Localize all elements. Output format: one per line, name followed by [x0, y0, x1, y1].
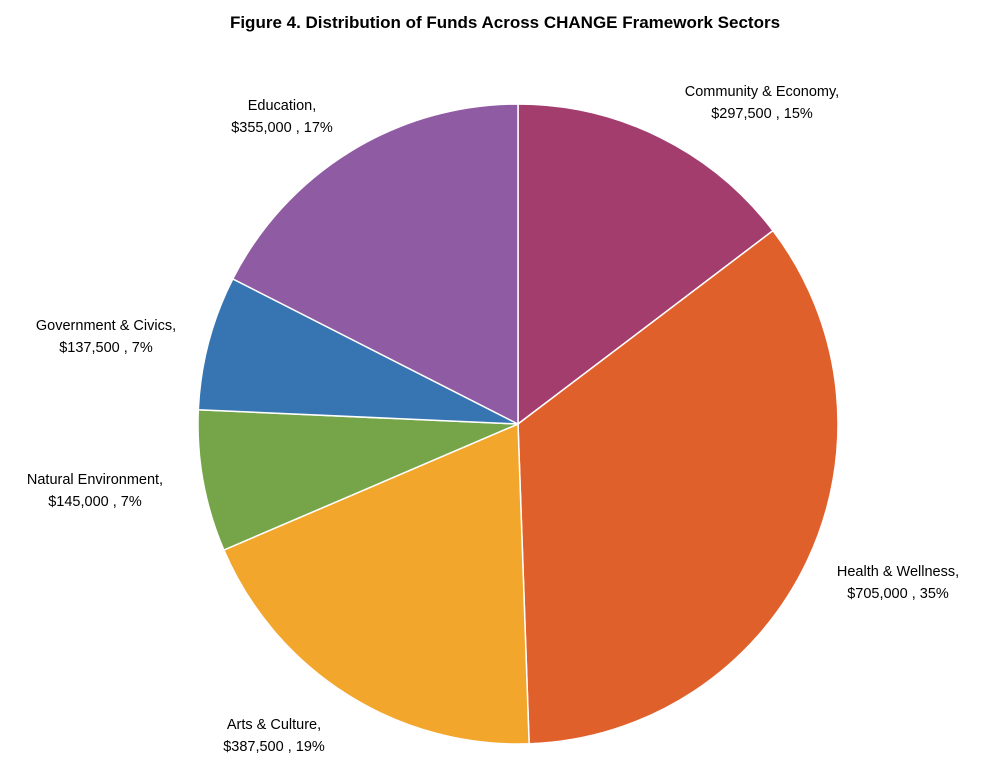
- pie-slices: [197, 103, 839, 745]
- data-label-education: Education, $355,000 , 17%: [231, 98, 333, 136]
- slice-government-civics: [197, 277, 519, 425]
- data-label-name: Health & Wellness,: [837, 564, 959, 580]
- slice-natural-environment: [197, 408, 519, 552]
- slice-community-economy: [517, 103, 775, 426]
- data-label-value: $355,000 , 17%: [231, 120, 333, 136]
- data-label-health-wellness: Health & Wellness, $705,000 , 35%: [837, 564, 959, 602]
- data-label-value: $705,000 , 35%: [847, 586, 949, 602]
- data-label-value: $387,500 , 19%: [223, 739, 325, 755]
- data-label-value: $137,500 , 7%: [59, 340, 153, 356]
- pie-data-labels: Community & Economy, $297,500 , 15% Health…: [27, 84, 959, 755]
- data-label-arts-culture: Arts & Culture, $387,500 , 19%: [223, 717, 325, 755]
- data-label-value: $297,500 , 15%: [711, 106, 813, 122]
- slice-education: [231, 103, 519, 426]
- data-label-natural-environment: Natural Environment, $145,000 , 7%: [27, 472, 163, 510]
- slice-arts-culture: [222, 422, 530, 745]
- chart-title: Figure 4. Distribution of Funds Across C…: [230, 13, 780, 32]
- data-label-name: Education,: [248, 98, 317, 114]
- data-label-name: Natural Environment,: [27, 472, 163, 488]
- data-label-community-economy: Community & Economy, $297,500 , 15%: [685, 84, 839, 122]
- slice-health-wellness: [517, 229, 839, 745]
- data-label-government-civics: Government & Civics, $137,500 , 7%: [36, 318, 176, 356]
- data-label-value: $145,000 , 7%: [48, 494, 142, 510]
- data-label-name: Community & Economy,: [685, 84, 839, 100]
- data-label-name: Arts & Culture,: [227, 717, 321, 733]
- data-label-name: Government & Civics,: [36, 318, 176, 334]
